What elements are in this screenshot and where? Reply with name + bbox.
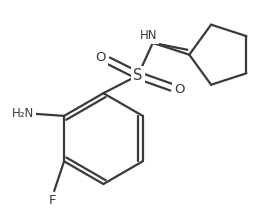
Text: O: O xyxy=(95,51,106,64)
Text: S: S xyxy=(133,68,143,83)
Text: F: F xyxy=(49,194,56,207)
Text: HN: HN xyxy=(140,30,158,43)
Text: O: O xyxy=(174,83,185,96)
Text: H₂N: H₂N xyxy=(12,107,34,120)
